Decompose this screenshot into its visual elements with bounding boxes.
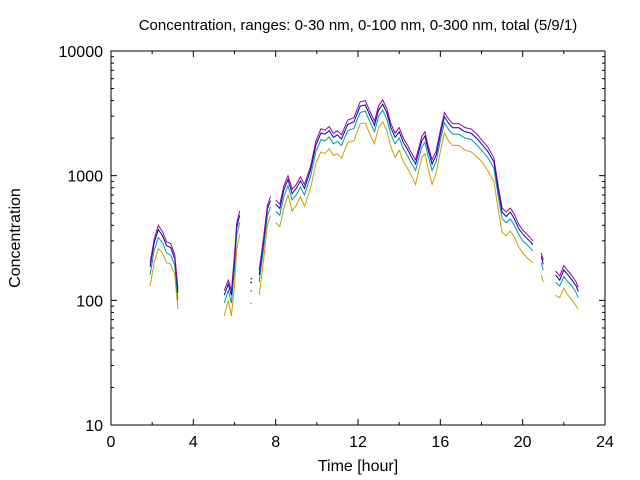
series-line-segment [555, 264, 579, 288]
series-line-segment [540, 256, 544, 265]
series-line-segment [540, 262, 544, 271]
series-point [250, 289, 252, 292]
series-line-segment [540, 252, 544, 261]
series-point [250, 302, 252, 305]
x-tick-label: 0 [107, 434, 116, 451]
series-line-segment [149, 224, 179, 289]
series-line-segment [555, 287, 579, 310]
series-line-segment [275, 120, 534, 264]
series-line-segment [258, 196, 271, 271]
series-1 [149, 120, 579, 317]
x-tick-label: 4 [189, 434, 198, 451]
series-line-segment [149, 236, 179, 301]
series-line-segment [275, 109, 534, 252]
series-group [149, 98, 579, 317]
series-line-segment [149, 247, 179, 310]
y-tick-label: 1000 [67, 169, 103, 186]
series-2 [149, 109, 579, 304]
series-line-segment [258, 206, 271, 283]
series-point [250, 281, 252, 284]
x-tick-label: 12 [349, 434, 367, 451]
series-line-segment [223, 222, 241, 304]
series-point [250, 277, 252, 280]
series-3 [149, 103, 579, 296]
series-line-segment [149, 228, 179, 293]
series-line-segment [223, 210, 241, 291]
series-line-segment [275, 98, 534, 242]
series-4 [149, 98, 579, 291]
y-tick-label: 10000 [59, 44, 104, 61]
x-tick-label: 16 [431, 434, 449, 451]
axis-ticks: 0 4 8 12 16 20 24 10 100 1000 10000 [59, 44, 615, 451]
series-line-segment [223, 234, 241, 317]
chart-title: Concentration, ranges: 0-30 nm, 0-100 nm… [139, 17, 578, 34]
x-tick-label: 8 [271, 434, 280, 451]
y-axis-title: Concentration [7, 188, 24, 288]
series-line-segment [258, 215, 271, 296]
x-tick-label: 20 [514, 434, 532, 451]
y-tick-label: 100 [76, 293, 103, 310]
series-line-segment [555, 269, 579, 292]
series-line-segment [275, 103, 534, 245]
series-line-segment [555, 275, 579, 298]
x-axis-title: Time [hour] [318, 458, 398, 475]
series-line-segment [540, 274, 544, 283]
y-tick-label: 10 [85, 418, 103, 435]
x-tick-label: 24 [596, 434, 614, 451]
